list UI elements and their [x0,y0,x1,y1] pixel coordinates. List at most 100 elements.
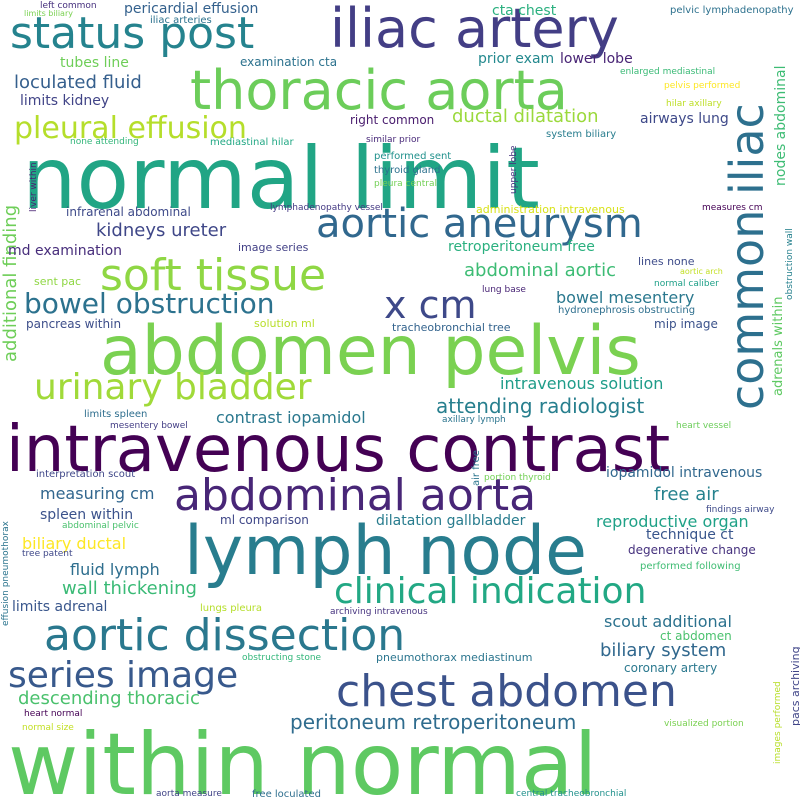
word-mip-image: mip image [654,317,718,331]
word-reproductive-organ: reproductive organ [596,512,749,531]
word-measures-cm: measures cm [702,203,763,213]
word-lungs-pleura: lungs pleura [200,603,263,614]
word-spleen-within: spleen within [40,507,134,523]
word-abdomen-pelvis: abdomen pelvis [100,312,641,391]
word-technique-ct: technique ct [646,527,734,543]
word-abdominal-aorta: abdominal aorta [174,470,537,521]
word-ductal-dilatation: ductal dilatation [452,106,599,127]
word-obstructing-stone: obstructing stone [242,653,322,663]
word-retroperitoneum-free: retroperitoneum free [448,239,595,255]
word-abdominal-aortic: abdominal aortic [464,260,616,281]
word-similar-prior: similar prior [366,135,421,145]
word-chest-abdomen: chest abdomen [336,666,677,717]
word-lymph-node: lymph node [184,512,587,591]
word-measuring-cm: measuring cm [40,484,155,503]
word-aorta-measure: aorta measure [156,789,222,799]
word-kidneys-ureter: kidneys ureter [96,220,227,241]
word-normal-caliber: normal caliber [654,279,719,289]
word-abdominal-pelvic: abdominal pelvic [62,521,139,531]
word-mesentery-bowel: mesentery bowel [110,421,188,431]
word-heart-vessel: heart vessel [676,421,732,431]
word-iliac-artery: iliac artery [330,0,619,60]
word-thoracic-aorta: thoracic aorta [190,59,568,122]
word-aortic-arch: aortic arch [680,267,723,276]
word-common-iliac: common iliac [720,103,774,410]
word-air-free: air free [471,450,482,486]
word-pneumothorax-mediastinum: pneumothorax mediastinum [376,651,533,664]
word-biliary-ductal: biliary ductal [22,534,127,553]
word-ml-comparison: ml comparison [220,513,309,527]
word-coronary-artery: coronary artery [624,661,718,675]
word-x-cm: x cm [384,283,477,327]
word-lines-none: lines none [638,255,695,268]
word-wall-thickening: wall thickening [62,578,197,599]
word-lung-base: lung base [482,285,526,295]
word-axillary-lymph: axillary lymph [442,415,506,425]
word-attending-radiologist: attending radiologist [436,394,645,418]
word-archiving-intravenous: archiving intravenous [330,607,428,617]
word-airways-lung: airways lung [640,111,729,127]
word-iopamidol-intravenous: iopamidol intravenous [606,465,763,481]
word-performed-following: performed following [640,561,741,572]
word-upper-lobe: upper lobe [509,145,519,195]
word-within-normal: within normal [8,715,598,800]
word-pacs-archiving: pacs archiving [789,646,800,726]
word-system-biliary: system biliary [546,129,617,140]
word-interpretation-scout: interpretation scout [36,469,136,480]
word-degenerative-change: degenerative change [628,543,756,557]
word-lower-lobe: lower lobe [560,51,633,67]
word-pelvic-lymphadenopathy: pelvic lymphadenopathy [670,5,794,16]
word-thyroid-gland: thyroid gland [374,165,441,176]
word-clinical-indication: clinical indication [334,571,647,612]
word-dilatation-gallbladder: dilatation gallbladder [376,513,526,529]
word-adrenals-within: adrenals within [771,296,786,396]
word-pleura-central: pleura central [374,179,437,189]
word-bowel-obstruction: bowel obstruction [24,287,275,320]
word-infrarenal-abdominal: infrarenal abdominal [66,205,191,219]
word-central-tracheobronchial: central tracheobronchial [516,789,627,799]
word-contrast-iopamidol: contrast iopamidol [216,408,366,427]
word-aortic-dissection: aortic dissection [44,610,406,661]
word-additional-finding: additional finding [0,204,21,362]
word-prior-exam: prior exam [478,51,555,67]
word-ct-abdomen: ct abdomen [660,629,732,643]
word-none-attending: none attending [70,137,139,147]
word-enlarged-mediastinal: enlarged mediastinal [620,67,716,77]
word-lymphadenopathy-vessel: lymphadenopathy vessel [270,203,383,213]
word-performed-sent: performed sent [374,151,452,162]
word-scout-additional: scout additional [604,612,732,631]
word-effusion-pneumothorax: effusion pneumothorax [1,521,11,626]
word-administration-intravenous: administration intravenous [476,203,625,216]
word-status-post: status post [10,8,255,59]
word-fluid-lymph: fluid lymph [70,560,160,579]
word-portion-thyroid: portion thyroid [484,473,551,483]
word-iliac-arteries: iliac arteries [150,15,212,26]
word-intravenous-contrast: intravenous contrast [6,413,671,487]
word-right-common: right common [350,113,435,127]
word-visualized-portion: visualized portion [664,719,744,729]
word-pelvis-performed: pelvis performed [664,81,741,91]
word-md-examination: md examination [8,243,123,259]
word-nodes-abdominal: nodes abdominal [773,65,789,186]
word-tracheobronchial-tree: tracheobronchial tree [392,321,511,334]
word-cta-chest: cta chest [492,3,557,19]
word-soft-tissue: soft tissue [100,250,327,301]
word-hilar-axillary: hilar axillary [666,99,722,109]
word-heart-normal: heart normal [24,709,83,719]
word-aortic-aneurysm: aortic aneurysm [316,201,643,247]
word-normal-size: normal size [22,723,74,733]
word-free-air: free air [654,484,719,505]
word-normal-limit: normal limit [22,129,540,229]
word-descending-thoracic: descending thoracic [18,688,200,709]
word-intravenous-solution: intravenous solution [500,374,664,393]
word-image-series: image series [238,241,309,254]
word-loculated-fluid: loculated fluid [14,72,142,93]
word-pericardial-effusion: pericardial effusion [124,1,259,17]
word-tubes-line: tubes line [60,55,129,71]
word-solution-ml: solution ml [254,317,315,330]
word-left-common: left common [40,1,97,11]
word-peritoneum-retroperitoneum: peritoneum retroperitoneum [290,710,577,734]
word-biliary-system: biliary system [600,640,727,661]
word-sent-pac: sent pac [34,275,82,288]
